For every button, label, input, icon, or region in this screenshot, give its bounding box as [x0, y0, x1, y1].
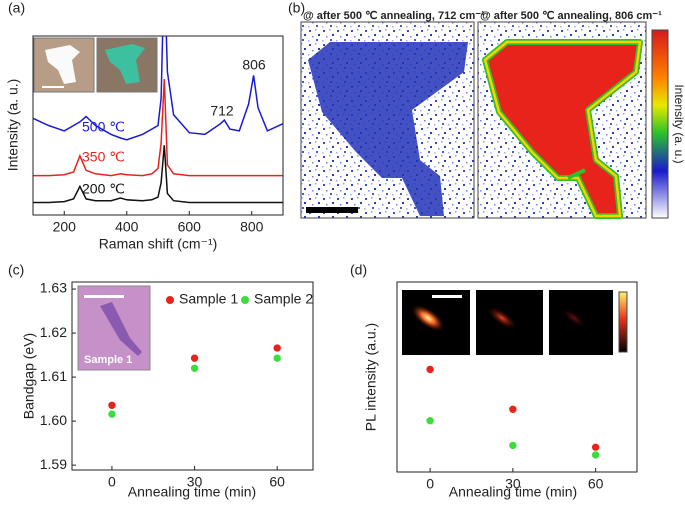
x-tick-label: 60 [269, 474, 285, 490]
spectrum-line [33, 145, 283, 204]
legend-marker [241, 296, 249, 304]
raman-maps: @ after 500 ℃ annealing, 712 cm⁻¹ @ afte… [288, 0, 685, 219]
colorbar [651, 29, 669, 219]
peak-label: 712 [210, 103, 234, 119]
y-axis-label: Bandgap (eV) [21, 333, 37, 419]
map-title: @ after 500 ℃ annealing, 806 cm⁻¹ [480, 10, 662, 22]
inset-label: Sample 1 [84, 354, 132, 366]
pl-insets [402, 290, 628, 355]
inset-flake [100, 302, 142, 356]
pl-spot [410, 304, 446, 332]
plot-frame [396, 281, 638, 473]
pl-spot [486, 306, 518, 330]
series-label: 500 ℃ [82, 119, 125, 135]
legend-marker [166, 296, 174, 304]
scale-bar [306, 207, 358, 213]
raman-insets [33, 37, 158, 93]
panel-label: (b) [288, 0, 305, 16]
x-tick-label: 60 [588, 476, 604, 492]
data-point [272, 343, 282, 353]
panel-label: (d) [350, 262, 367, 278]
x-tick-label: 30 [505, 476, 521, 492]
x-tick-label: 200 [53, 219, 77, 235]
legend-label: Sample 1 [179, 291, 238, 307]
y-tick-label: 1.63 [40, 280, 67, 296]
data-point [190, 353, 199, 363]
x-tick-label: 800 [240, 219, 264, 235]
y-tick-label: 1.60 [40, 412, 67, 428]
spectrum-line [33, 78, 283, 177]
scale-bar [84, 295, 124, 298]
bandgap-inset: Sample 1 [77, 285, 151, 371]
plot-lines [33, 36, 283, 204]
inset-flake [45, 45, 80, 84]
peak-label: 806 [242, 57, 266, 73]
series-label: 350 ℃ [82, 149, 125, 165]
pl-spot [560, 307, 588, 329]
data-point [508, 441, 518, 450]
map-crack [567, 168, 586, 180]
panel-label: (c) [8, 262, 24, 278]
data-point [190, 363, 199, 373]
x-axis-label: Annealing time (min) [449, 484, 577, 500]
scale-bar [432, 295, 462, 298]
map-edge [483, 40, 642, 218]
scale-bar [42, 86, 64, 88]
data-point [591, 450, 600, 460]
map-title: @ after 500 ℃ annealing, 712 cm⁻¹ [303, 10, 485, 22]
x-tick-label: 600 [178, 219, 202, 235]
legend-label: Sample 2 [254, 291, 313, 307]
y-tick-label: 1.61 [40, 368, 67, 384]
x-tick-label: 30 [187, 474, 203, 490]
y-tick-label: 1.59 [40, 456, 67, 472]
map-flake [308, 42, 468, 216]
series-label: 200 ℃ [82, 181, 125, 197]
x-axis-label: Raman shift (cm⁻¹) [99, 236, 218, 252]
data-point [591, 442, 600, 452]
y-axis-label: PL intensity (a.u.) [363, 323, 379, 431]
y-tick-label: 1.62 [40, 324, 67, 340]
data-point [425, 416, 435, 426]
colorbar-label: Intensity (a. u.) [672, 84, 685, 163]
x-axis-label: Annealing time (min) [128, 484, 256, 500]
inset-flake [105, 44, 145, 84]
colorbar [618, 291, 628, 353]
x-tick-label: 0 [108, 474, 116, 490]
data-point [272, 353, 282, 363]
data-point [107, 400, 117, 410]
spectrum-line [33, 36, 283, 141]
x-tick-label: 400 [115, 219, 139, 235]
data-point [425, 365, 435, 374]
data-point [107, 409, 117, 419]
panel-label: (a) [8, 0, 25, 16]
x-tick-label: 0 [426, 476, 434, 492]
y-axis-label: Intensity (a. u.) [5, 79, 21, 172]
data-point [508, 404, 518, 414]
plot-frame [32, 35, 284, 216]
plot-frame [71, 281, 314, 471]
